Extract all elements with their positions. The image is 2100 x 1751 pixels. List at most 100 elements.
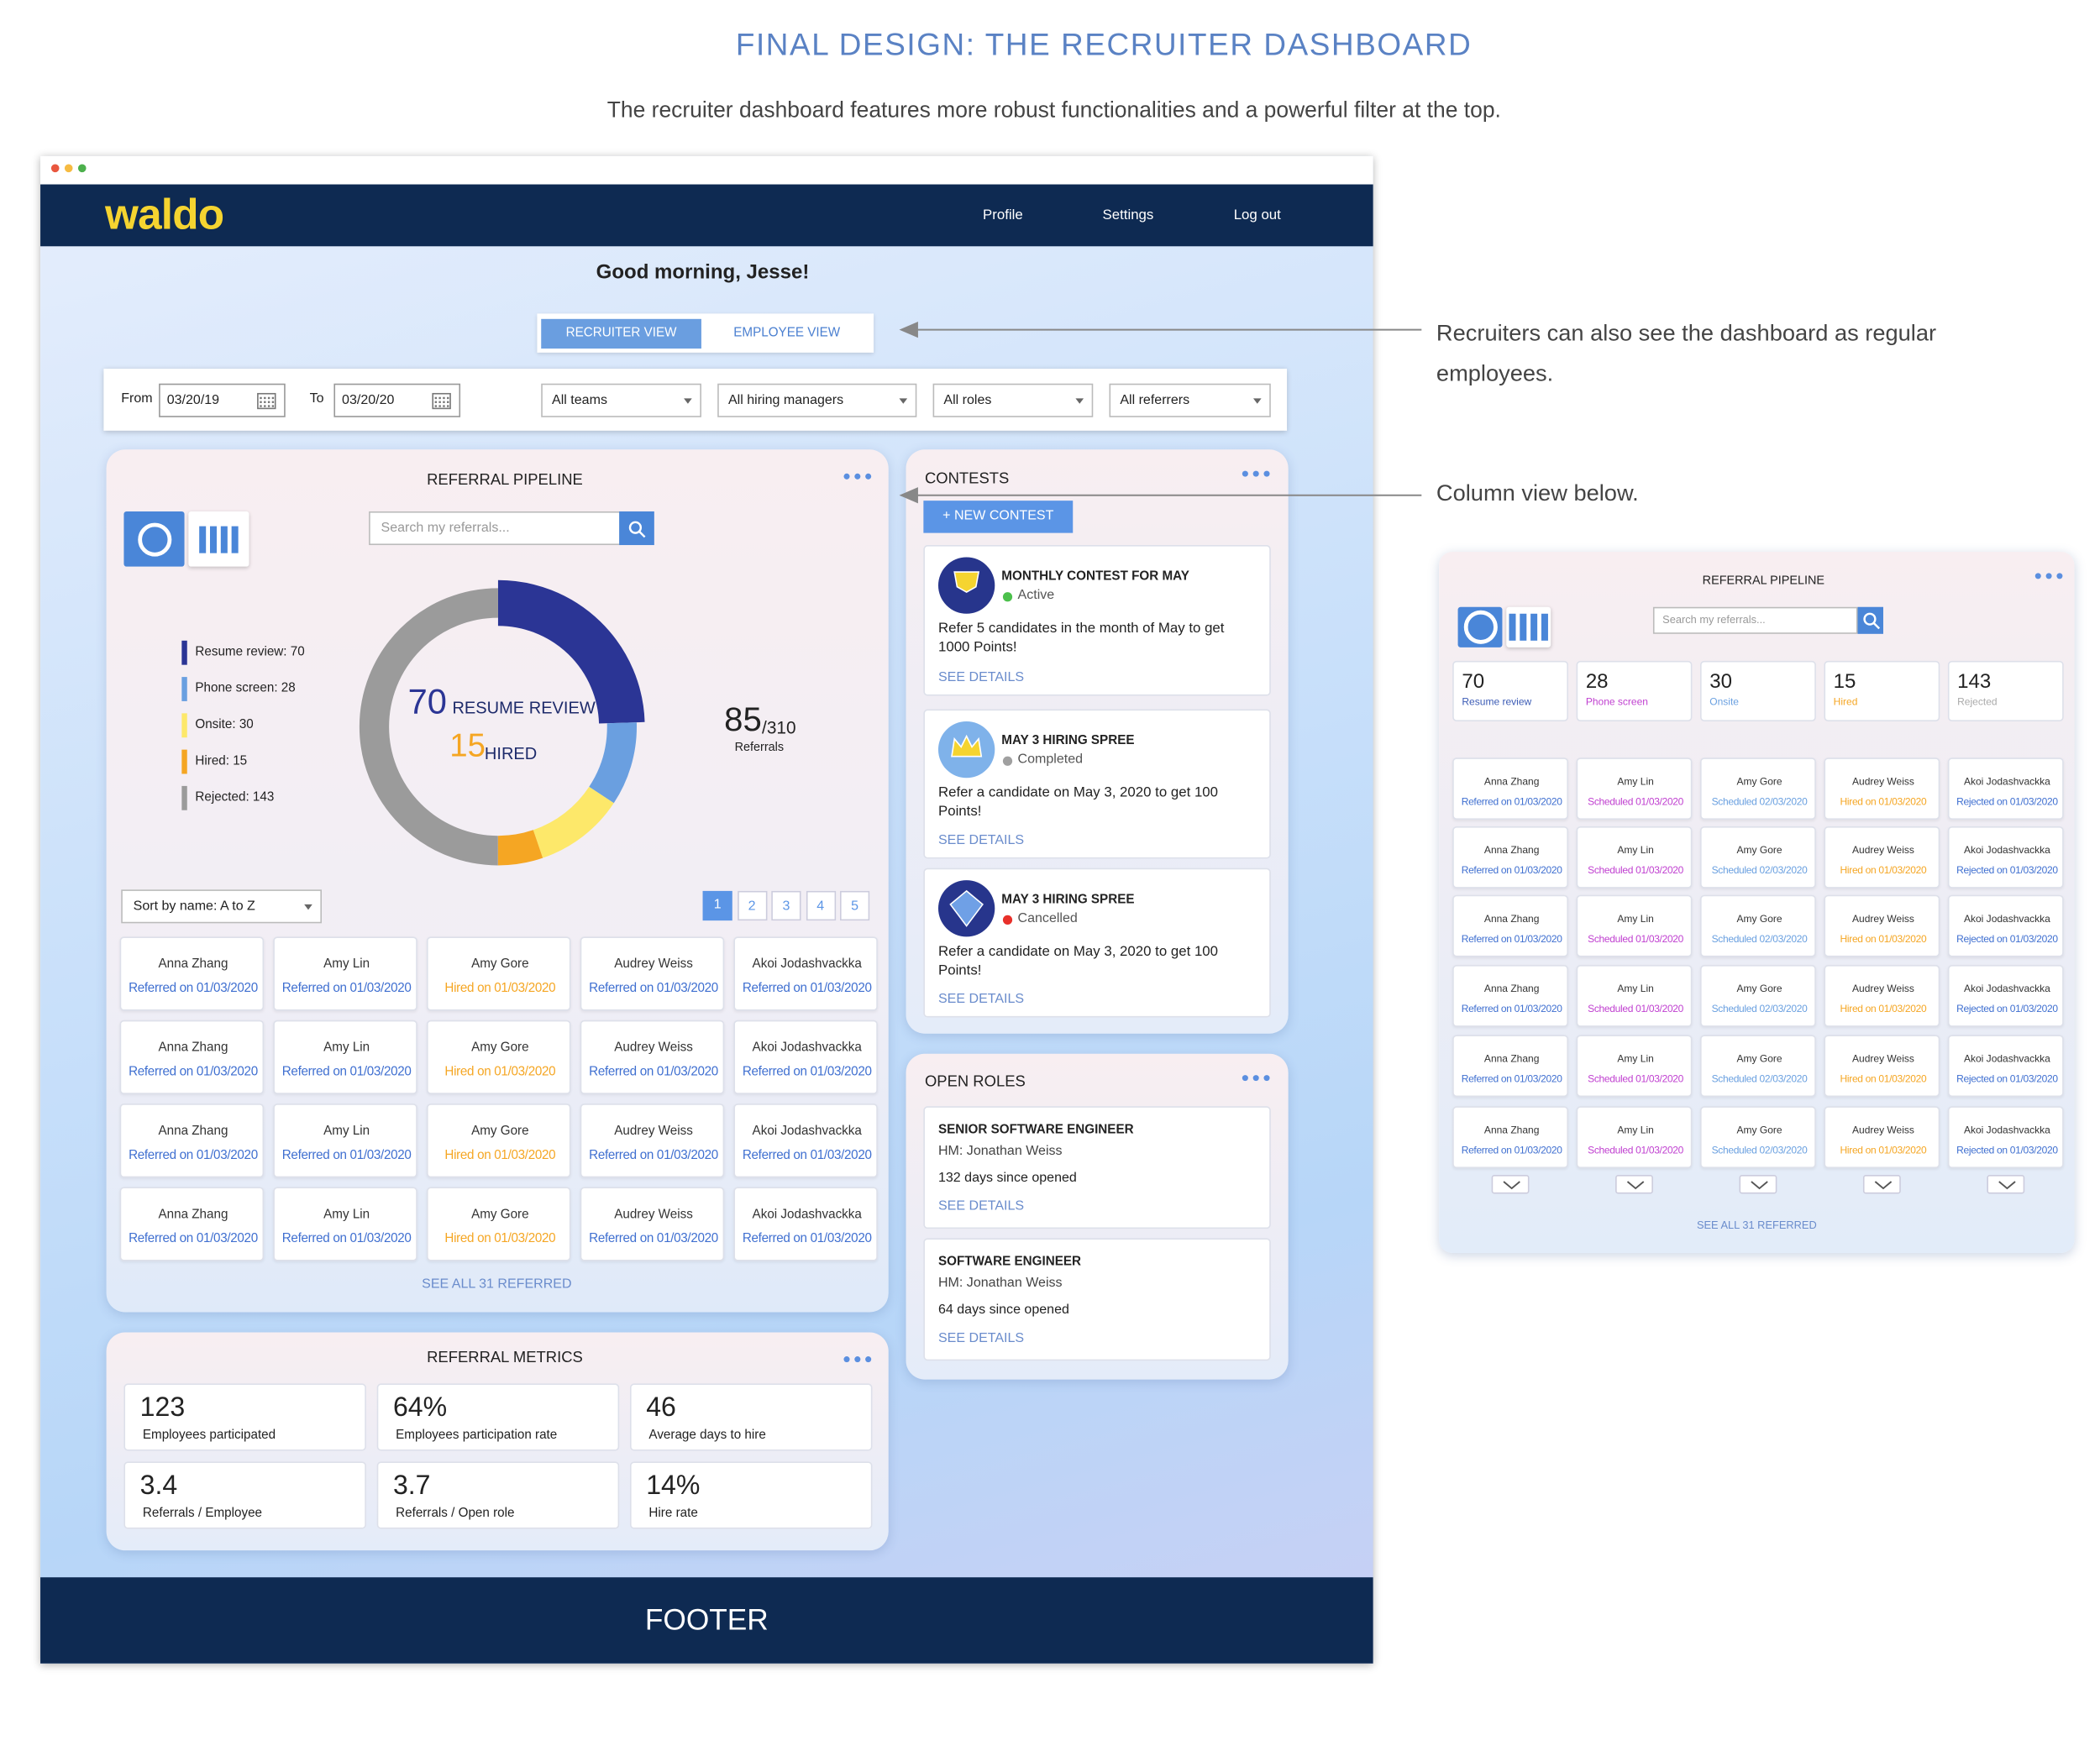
filter-dropdown[interactable]: All hiring managers xyxy=(717,383,917,417)
referral-card[interactable]: Akoi Jodashvackka Rejected on 01/03/2020 xyxy=(1947,758,2064,820)
more-menu[interactable] xyxy=(2034,572,2063,580)
date-input[interactable]: 03/20/19 xyxy=(159,383,286,417)
employee-view-tab[interactable]: EMPLOYEE VIEW xyxy=(733,325,841,341)
referral-card[interactable]: Akoi Jodashvackka Referred on 01/03/2020 xyxy=(733,936,878,1011)
stage-tile[interactable]: 28 Phone screen xyxy=(1576,660,1693,721)
stage-tile[interactable]: 143 Rejected xyxy=(1947,660,2064,721)
referral-card[interactable]: Amy Lin Scheduled 01/03/2020 xyxy=(1576,758,1693,820)
donut-view-button[interactable] xyxy=(1457,606,1503,647)
expand-button[interactable] xyxy=(1739,1175,1777,1194)
referral-card[interactable]: Amy Lin Referred on 01/03/2020 xyxy=(273,1104,417,1178)
expand-button[interactable] xyxy=(1862,1175,1901,1194)
see-all-link[interactable]: SEE ALL 31 REFERRED xyxy=(1696,1219,1817,1232)
search-input[interactable]: Search my referrals... xyxy=(369,511,621,546)
expand-button[interactable] xyxy=(1987,1175,2025,1194)
more-menu[interactable] xyxy=(843,1355,872,1364)
referral-card[interactable]: Anna Zhang Referred on 01/03/2020 xyxy=(1452,826,1568,889)
role-item: SENIOR SOFTWARE ENGINEER HM: Jonathan Wei… xyxy=(923,1106,1271,1229)
referral-card[interactable]: Amy Gore Scheduled 02/03/2020 xyxy=(1700,826,1816,889)
referral-card[interactable]: Amy Gore Scheduled 02/03/2020 xyxy=(1700,965,1816,1027)
date-input[interactable]: 03/20/20 xyxy=(333,383,461,417)
referral-card[interactable]: Amy Lin Scheduled 01/03/2020 xyxy=(1576,826,1693,889)
recruiter-view-tab[interactable]: RECRUITER VIEW xyxy=(541,318,701,349)
donut-view-button[interactable] xyxy=(123,511,185,567)
referral-card[interactable]: Audrey Weiss Referred on 01/03/2020 xyxy=(580,1187,725,1261)
referral-card[interactable]: Amy Gore Scheduled 02/03/2020 xyxy=(1700,758,1816,820)
filter-dropdown[interactable]: All roles xyxy=(932,383,1094,417)
page-button[interactable]: 5 xyxy=(839,890,870,921)
sort-dropdown[interactable]: Sort by name: A to Z xyxy=(121,889,323,924)
referral-card[interactable]: Audrey Weiss Hired on 01/03/2020 xyxy=(1824,965,1940,1027)
referral-card[interactable]: Amy Gore Scheduled 02/03/2020 xyxy=(1700,894,1816,957)
expand-button[interactable] xyxy=(1491,1175,1530,1194)
referral-card[interactable]: Anna Zhang Referred on 01/03/2020 xyxy=(1452,894,1568,957)
referral-card[interactable]: Anna Zhang Referred on 01/03/2020 xyxy=(1452,1106,1568,1169)
see-details-link[interactable]: SEE DETAILS xyxy=(937,1198,1025,1214)
referral-card[interactable]: Anna Zhang Referred on 01/03/2020 xyxy=(119,936,265,1011)
referral-card[interactable]: Amy Lin Scheduled 01/03/2020 xyxy=(1576,894,1693,957)
page-button[interactable]: 2 xyxy=(737,890,767,921)
referral-card[interactable]: Anna Zhang Referred on 01/03/2020 xyxy=(119,1187,265,1261)
referral-card[interactable]: Akoi Jodashvackka Referred on 01/03/2020 xyxy=(733,1187,878,1261)
referral-card[interactable]: Anna Zhang Referred on 01/03/2020 xyxy=(119,1020,265,1094)
stage-tile[interactable]: 70 Resume review xyxy=(1452,660,1568,721)
filter-dropdown[interactable]: All teams xyxy=(541,383,701,417)
column-view-button[interactable] xyxy=(188,511,249,567)
see-details-link[interactable]: SEE DETAILS xyxy=(937,1330,1025,1346)
referral-card[interactable]: Audrey Weiss Hired on 01/03/2020 xyxy=(1824,894,1940,957)
stage-tile[interactable]: 30 Onsite xyxy=(1700,660,1816,721)
referral-card[interactable]: Amy Lin Referred on 01/03/2020 xyxy=(273,1020,417,1094)
referral-card[interactable]: Akoi Jodashvackka Rejected on 01/03/2020 xyxy=(1947,1106,2064,1169)
referral-card[interactable]: Akoi Jodashvackka Rejected on 01/03/2020 xyxy=(1947,894,2064,957)
filter-dropdown[interactable]: All referrers xyxy=(1109,383,1271,417)
referral-card[interactable]: Amy Gore Scheduled 02/03/2020 xyxy=(1700,1106,1816,1169)
referral-card[interactable]: Anna Zhang Referred on 01/03/2020 xyxy=(1452,1035,1568,1098)
referral-card[interactable]: Amy Gore Hired on 01/03/2020 xyxy=(427,1104,571,1178)
see-details-link[interactable]: SEE DETAILS xyxy=(937,992,1025,1007)
expand-button[interactable] xyxy=(1615,1175,1653,1194)
referral-card[interactable]: Amy Lin Referred on 01/03/2020 xyxy=(273,936,417,1011)
referral-card[interactable]: Amy Gore Scheduled 02/03/2020 xyxy=(1700,1035,1816,1098)
referral-card[interactable]: Amy Gore Hired on 01/03/2020 xyxy=(427,1187,571,1261)
referral-card[interactable]: Amy Gore Hired on 01/03/2020 xyxy=(427,1020,571,1094)
page-button[interactable]: 3 xyxy=(771,890,801,921)
search-input[interactable]: Search my referrals... xyxy=(1652,606,1858,634)
see-details-link[interactable]: SEE DETAILS xyxy=(937,670,1025,685)
referral-card[interactable]: Amy Lin Referred on 01/03/2020 xyxy=(273,1187,417,1261)
more-menu[interactable] xyxy=(1242,1074,1271,1083)
see-details-link[interactable]: SEE DETAILS xyxy=(937,832,1025,848)
referral-card[interactable]: Anna Zhang Referred on 01/03/2020 xyxy=(1452,758,1568,820)
referral-card[interactable]: Audrey Weiss Referred on 01/03/2020 xyxy=(580,936,725,1011)
referral-card[interactable]: Audrey Weiss Hired on 01/03/2020 xyxy=(1824,826,1940,889)
referral-card[interactable]: Audrey Weiss Referred on 01/03/2020 xyxy=(580,1104,725,1178)
more-menu[interactable] xyxy=(843,472,872,480)
search-button[interactable] xyxy=(1857,606,1883,634)
referral-card[interactable]: Audrey Weiss Hired on 01/03/2020 xyxy=(1824,1106,1940,1169)
referral-card[interactable]: Audrey Weiss Hired on 01/03/2020 xyxy=(1824,758,1940,820)
referral-card[interactable]: Anna Zhang Referred on 01/03/2020 xyxy=(119,1104,265,1178)
referral-card[interactable]: Amy Lin Scheduled 01/03/2020 xyxy=(1576,1035,1693,1098)
page-button[interactable]: 1 xyxy=(702,890,732,921)
referral-card[interactable]: Akoi Jodashvackka Rejected on 01/03/2020 xyxy=(1947,965,2064,1027)
referral-card[interactable]: Amy Lin Scheduled 01/03/2020 xyxy=(1576,1106,1693,1169)
more-menu[interactable] xyxy=(1242,469,1271,478)
search-button[interactable] xyxy=(619,511,654,546)
referral-card[interactable]: Anna Zhang Referred on 01/03/2020 xyxy=(1452,965,1568,1027)
nav-link[interactable]: Log out xyxy=(1233,207,1281,224)
page-button[interactable]: 4 xyxy=(806,890,836,921)
referral-card[interactable]: Akoi Jodashvackka Referred on 01/03/2020 xyxy=(733,1020,878,1094)
column-view-button[interactable] xyxy=(1506,606,1551,647)
referral-card[interactable]: Akoi Jodashvackka Rejected on 01/03/2020 xyxy=(1947,1035,2064,1098)
referral-card[interactable]: Akoi Jodashvackka Referred on 01/03/2020 xyxy=(733,1104,878,1178)
new-contest-button[interactable]: + NEW CONTEST xyxy=(923,501,1074,533)
nav-link[interactable]: Profile xyxy=(983,207,1023,224)
referral-card[interactable]: Amy Lin Scheduled 01/03/2020 xyxy=(1576,965,1693,1027)
referral-card[interactable]: Audrey Weiss Hired on 01/03/2020 xyxy=(1824,1035,1940,1098)
search-icon xyxy=(628,520,646,537)
referral-card[interactable]: Audrey Weiss Referred on 01/03/2020 xyxy=(580,1020,725,1094)
see-all-link[interactable]: SEE ALL 31 REFERRED xyxy=(422,1277,572,1292)
nav-link[interactable]: Settings xyxy=(1102,207,1154,224)
referral-card[interactable]: Amy Gore Hired on 01/03/2020 xyxy=(427,936,571,1011)
referral-card[interactable]: Akoi Jodashvackka Rejected on 01/03/2020 xyxy=(1947,826,2064,889)
stage-tile[interactable]: 15 Hired xyxy=(1824,660,1940,721)
